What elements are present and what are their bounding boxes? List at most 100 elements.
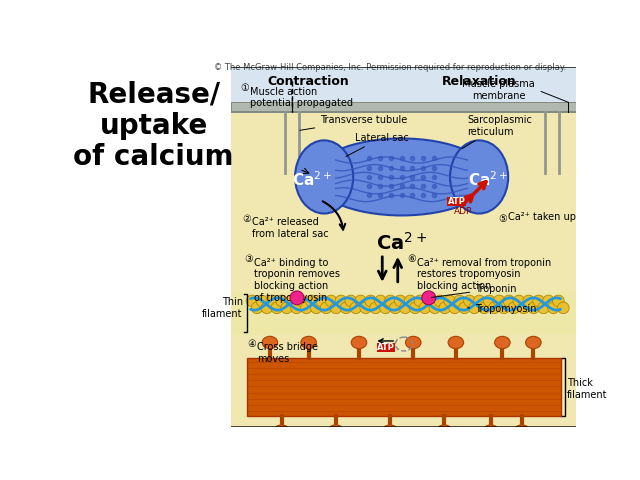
Circle shape [321, 302, 332, 313]
Text: ①: ① [241, 84, 250, 94]
Circle shape [474, 295, 485, 307]
Circle shape [404, 295, 416, 307]
Circle shape [380, 302, 391, 313]
Text: ADP: ADP [454, 207, 472, 216]
Ellipse shape [450, 140, 508, 214]
Circle shape [261, 302, 273, 313]
Circle shape [394, 295, 406, 307]
Circle shape [325, 295, 337, 307]
Circle shape [538, 302, 549, 313]
Circle shape [488, 302, 500, 313]
Text: Ca²⁺ released
from lateral sac: Ca²⁺ released from lateral sac [252, 217, 329, 239]
Circle shape [543, 295, 554, 307]
Circle shape [390, 302, 401, 313]
Circle shape [557, 302, 569, 313]
Circle shape [439, 302, 451, 313]
Circle shape [503, 295, 515, 307]
Text: ⑤: ⑤ [498, 214, 507, 224]
Ellipse shape [406, 336, 421, 348]
Circle shape [340, 302, 352, 313]
Circle shape [281, 302, 292, 313]
Circle shape [385, 295, 396, 307]
Circle shape [365, 295, 376, 307]
Circle shape [454, 295, 465, 307]
Circle shape [370, 302, 381, 313]
Circle shape [310, 302, 322, 313]
Text: ATP: ATP [448, 197, 465, 206]
Text: Cross bridge
moves: Cross bridge moves [257, 343, 317, 364]
Text: ATP: ATP [377, 343, 395, 352]
Circle shape [335, 295, 347, 307]
Circle shape [513, 295, 525, 307]
Circle shape [548, 302, 559, 313]
Circle shape [355, 295, 367, 307]
Circle shape [301, 302, 312, 313]
Bar [231, 292, 576, 335]
Circle shape [523, 295, 534, 307]
Text: Thick
filament: Thick filament [566, 378, 607, 399]
Circle shape [528, 302, 540, 313]
Ellipse shape [274, 425, 289, 437]
Text: Ca$^{2+}$: Ca$^{2+}$ [376, 231, 427, 253]
Circle shape [271, 302, 283, 313]
Circle shape [463, 295, 476, 307]
Text: ②: ② [243, 214, 251, 224]
Text: Muscle action
potential propagated: Muscle action potential propagated [250, 87, 353, 108]
Ellipse shape [525, 336, 541, 348]
Circle shape [350, 302, 362, 313]
Circle shape [459, 302, 470, 313]
Circle shape [286, 295, 298, 307]
Circle shape [374, 295, 387, 307]
Text: ④: ④ [248, 339, 257, 349]
Circle shape [290, 291, 304, 305]
Circle shape [330, 302, 342, 313]
Circle shape [422, 291, 436, 305]
Text: Contraction: Contraction [268, 74, 349, 87]
Ellipse shape [312, 138, 491, 216]
Text: ⑥: ⑥ [407, 254, 416, 264]
Ellipse shape [514, 425, 529, 437]
Circle shape [444, 295, 456, 307]
Circle shape [429, 302, 441, 313]
Ellipse shape [351, 336, 367, 348]
Circle shape [399, 302, 411, 313]
Text: Sarcoplasmic
reticulum: Sarcoplasmic reticulum [462, 115, 532, 149]
Text: Troponin: Troponin [431, 284, 516, 298]
Ellipse shape [262, 336, 278, 348]
Circle shape [291, 302, 302, 313]
Ellipse shape [495, 336, 510, 348]
Circle shape [434, 295, 445, 307]
Text: Ca²⁺ taken up: Ca²⁺ taken up [508, 212, 576, 222]
Text: © The McGraw-Hill Companies, Inc. Permission required for reproduction or displa: © The McGraw-Hill Companies, Inc. Permis… [214, 63, 566, 72]
Circle shape [305, 295, 317, 307]
Circle shape [424, 295, 436, 307]
Ellipse shape [301, 336, 316, 348]
Circle shape [449, 302, 460, 313]
Circle shape [468, 302, 480, 313]
Ellipse shape [436, 425, 452, 437]
Text: Transverse tubule: Transverse tubule [300, 115, 408, 130]
Circle shape [493, 295, 505, 307]
Ellipse shape [295, 140, 353, 214]
FancyBboxPatch shape [377, 343, 396, 352]
Text: Tropomyosin: Tropomyosin [467, 304, 537, 314]
Text: Ca²⁺ binding to
troponin removes
blocking action
of tropomyosin: Ca²⁺ binding to troponin removes blockin… [254, 258, 340, 302]
Bar [231, 67, 576, 104]
Circle shape [316, 295, 327, 307]
Circle shape [276, 295, 287, 307]
Circle shape [483, 295, 495, 307]
Circle shape [414, 295, 426, 307]
Ellipse shape [382, 425, 397, 437]
Circle shape [409, 302, 421, 313]
Circle shape [296, 295, 307, 307]
Circle shape [508, 302, 520, 313]
Ellipse shape [328, 425, 344, 437]
Text: Ca$^{2+}$: Ca$^{2+}$ [468, 170, 509, 189]
Bar [231, 102, 576, 111]
Circle shape [251, 302, 263, 313]
Bar [246, 358, 561, 416]
Circle shape [419, 302, 431, 313]
Circle shape [360, 302, 371, 313]
Ellipse shape [483, 425, 499, 437]
Text: Relaxation: Relaxation [442, 74, 516, 87]
